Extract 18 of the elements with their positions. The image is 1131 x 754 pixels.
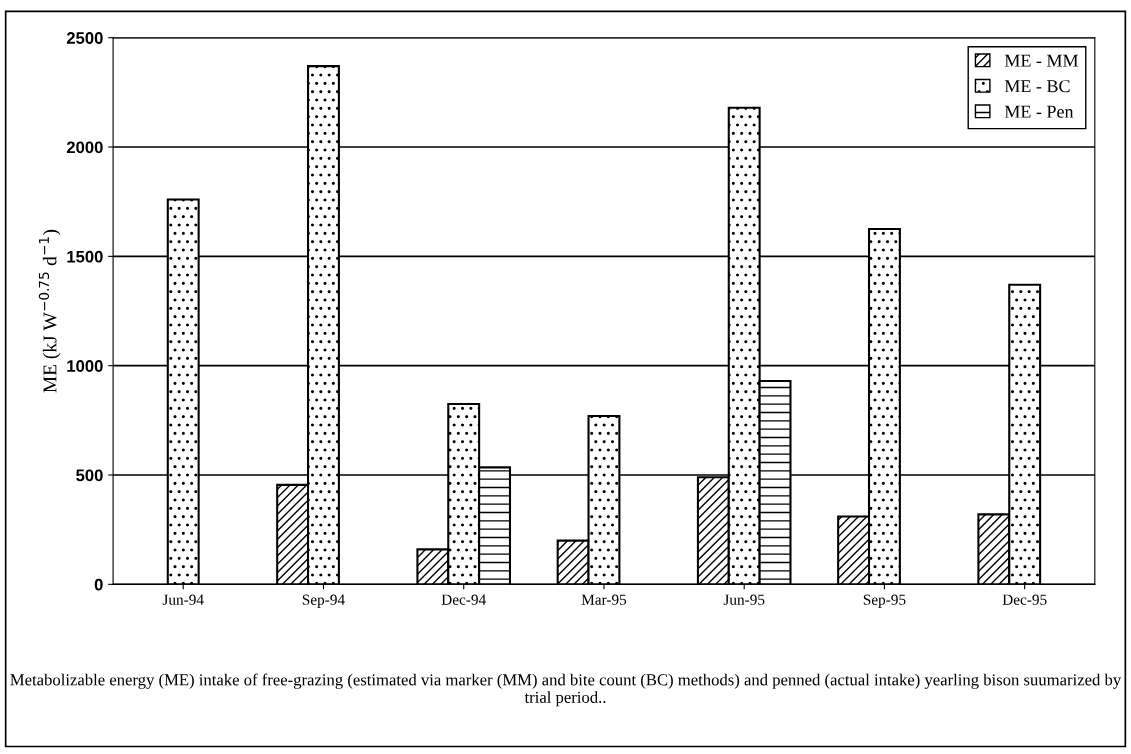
y-tick-label: 2500 <box>66 32 103 44</box>
legend-label: ME - BC <box>1004 80 1070 93</box>
y-tick-label: 2000 <box>66 141 103 154</box>
x-tick-label: Sep-95 <box>863 594 906 608</box>
y-axis-title: ME (kJ W$^{−0.75}$ d$^{−1}$) <box>38 229 61 393</box>
y-tick-label: 1000 <box>67 360 103 372</box>
x-tick-label: Dec-94 <box>441 594 486 605</box>
x-tick-label: Mar-95 <box>581 594 627 605</box>
y-tick-label: 1500 <box>67 250 103 263</box>
x-tick-label: Jun-94 <box>162 594 204 605</box>
legend-label: ME - Pen <box>1004 105 1074 118</box>
x-tick-label: Dec-95 <box>1002 594 1047 605</box>
text: Metabolizable energy (ME) intake of free-grazing (estimated via marker (MM) and bite count (BC) methods) and penned (actual intake) yearling bison suumarized by trial period.. <box>10 673 1122 707</box>
y-tick-label: 500 <box>76 469 103 482</box>
x-tick-label: Sep-94 <box>302 594 345 608</box>
x-tick-label: Jun-95 <box>723 594 765 605</box>
legend-label: ME - MM <box>1004 54 1079 67</box>
y-tick-label: 0 <box>94 578 103 591</box>
